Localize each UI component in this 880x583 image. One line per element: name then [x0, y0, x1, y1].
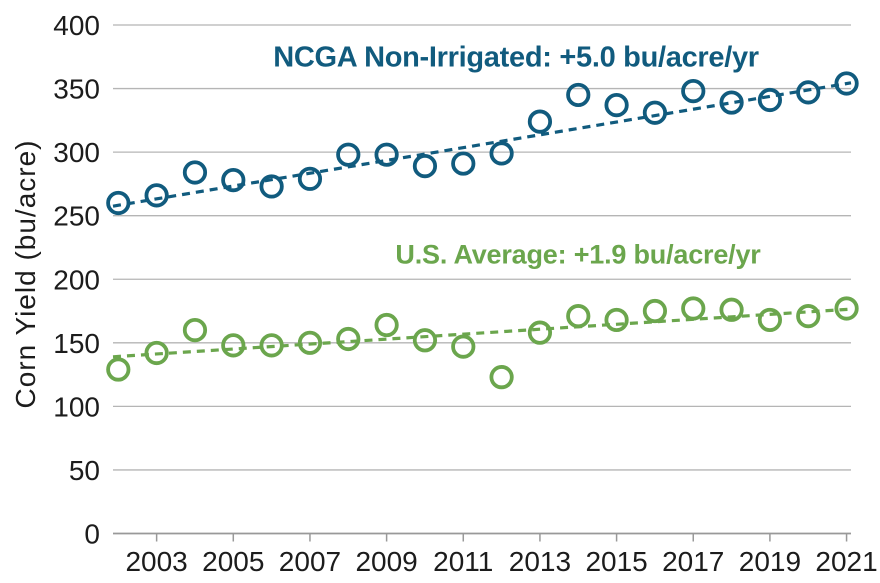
data-point — [374, 142, 399, 167]
data-point — [719, 297, 744, 322]
trend-line-ncga-non-irrigated — [112, 81, 852, 208]
trend-line-u-s-average — [112, 307, 852, 359]
data-point — [566, 82, 591, 108]
x-tick-label-2013: 2013 — [509, 546, 571, 577]
data-point — [106, 357, 131, 382]
data-point — [489, 141, 514, 166]
x-tick-label-2019: 2019 — [739, 546, 801, 577]
data-point — [834, 296, 859, 321]
y-tick-label-250: 250 — [53, 201, 100, 232]
x-tick-label-2003: 2003 — [125, 546, 187, 577]
data-point — [451, 334, 476, 359]
x-tick-label-2005: 2005 — [202, 546, 264, 577]
y-axis-title: Corn Yield (bu/acre) — [10, 139, 41, 409]
y-tick-label-300: 300 — [53, 137, 100, 168]
data-point — [642, 100, 668, 125]
data-point — [719, 90, 744, 115]
data-point — [374, 312, 399, 338]
data-point — [681, 79, 706, 104]
data-point — [489, 365, 514, 390]
data-point — [757, 87, 783, 113]
data-point — [757, 307, 783, 333]
data-point — [259, 174, 284, 199]
data-point — [451, 151, 476, 176]
data-point — [412, 328, 438, 353]
data-point — [796, 304, 821, 329]
data-point — [681, 296, 706, 321]
data-point — [336, 326, 361, 352]
data-point — [834, 71, 859, 96]
y-tick-label-400: 400 — [53, 10, 100, 41]
data-point — [604, 92, 629, 118]
data-point — [566, 304, 591, 329]
data-point — [642, 298, 668, 324]
data-point — [796, 80, 821, 105]
data-point — [182, 160, 208, 185]
data-point — [604, 307, 629, 333]
data-point — [297, 330, 323, 355]
data-point — [221, 333, 246, 358]
data-point — [527, 320, 553, 345]
x-tick-label-2009: 2009 — [355, 546, 417, 577]
x-tick-label-2011: 2011 — [433, 546, 493, 577]
y-tick-label-100: 100 — [53, 391, 100, 422]
data-point — [106, 190, 131, 216]
data-point — [297, 166, 323, 191]
y-tick-label-0: 0 — [84, 519, 100, 550]
data-point — [144, 340, 169, 366]
x-tick-label-2015: 2015 — [585, 546, 647, 577]
data-point — [259, 333, 284, 358]
data-point — [182, 317, 208, 343]
data-point — [221, 167, 246, 193]
y-tick-label-200: 200 — [53, 264, 100, 295]
y-tick-label-350: 350 — [53, 74, 100, 105]
data-point — [412, 154, 438, 179]
y-tick-label-50: 50 — [69, 455, 100, 486]
x-tick-label-2021: 2021 — [815, 546, 877, 577]
data-point — [336, 142, 361, 167]
us-average-trend-annotation: U.S. Average: +1.9 bu/acre/yr — [395, 239, 761, 270]
ncga-trend-annotation: NCGA Non-Irrigated: +5.0 bu/acre/yr — [273, 41, 759, 74]
y-tick-label-150: 150 — [53, 328, 100, 359]
x-tick-label-2007: 2007 — [279, 546, 341, 577]
data-point — [144, 183, 169, 208]
x-tick-label-2017: 2017 — [662, 546, 724, 577]
data-point — [527, 109, 553, 134]
